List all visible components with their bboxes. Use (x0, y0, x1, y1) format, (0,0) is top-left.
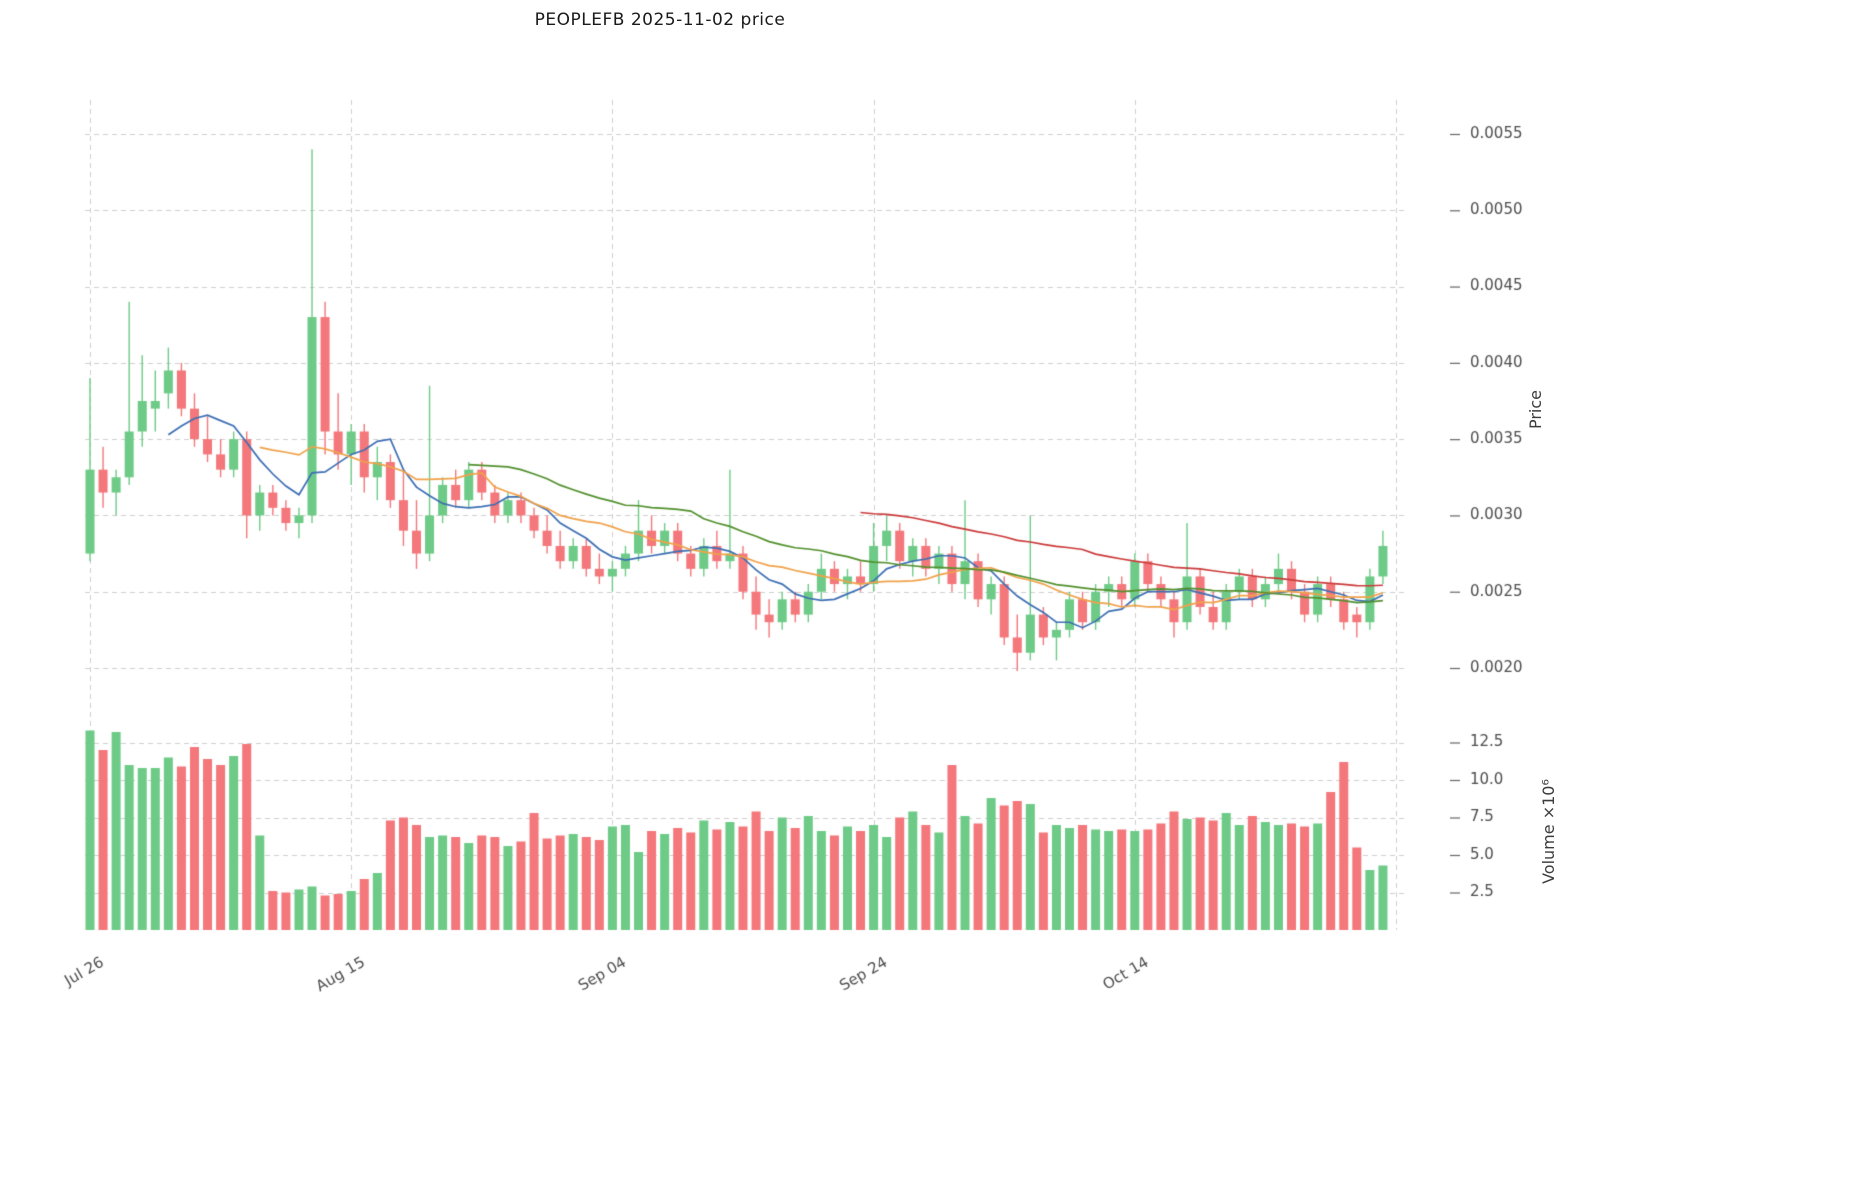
volume-axis-label: Volume ×10⁶ (1538, 779, 1558, 884)
price-axis-label: Price (1526, 389, 1546, 430)
chart-title: PEOPLEFB 2025-11-02 price (534, 10, 786, 30)
